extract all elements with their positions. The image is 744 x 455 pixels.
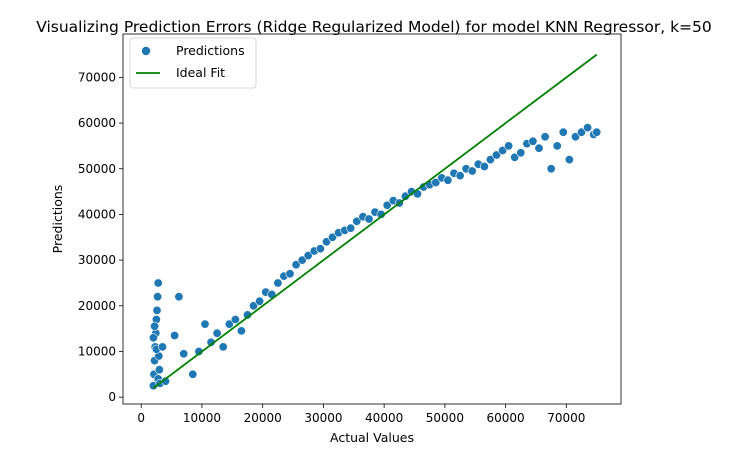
- scatter-point: [510, 152, 520, 162]
- scatter-point: [382, 200, 392, 210]
- scatter-point: [212, 328, 222, 338]
- scatter-point: [516, 148, 526, 158]
- y-tick-label: 20000: [78, 299, 116, 313]
- scatter-point: [255, 296, 265, 306]
- scatter-point: [200, 319, 210, 329]
- x-axis-ticks: 0 10000 20000 30000 40000 50000 60000 70000: [137, 404, 585, 425]
- scatter-point: [297, 255, 307, 265]
- scatter-point: [158, 342, 168, 352]
- x-tick-label: 20000: [244, 411, 282, 425]
- ideal-fit-line: [152, 53, 598, 389]
- scatter-point: [546, 164, 556, 174]
- scatter-point: [364, 214, 374, 224]
- y-tick-label: 70000: [78, 70, 116, 84]
- y-tick-label: 50000: [78, 162, 116, 176]
- scatter-point: [528, 136, 538, 146]
- scatter-point: [154, 365, 164, 375]
- scatter-point: [249, 301, 259, 311]
- scatter-point: [188, 369, 198, 379]
- scatter-point: [534, 143, 544, 153]
- scatter-point: [291, 260, 301, 270]
- scatter-point: [327, 232, 337, 242]
- scatter-point: [179, 349, 189, 359]
- scatter-points: [148, 123, 602, 391]
- scatter-point: [552, 141, 562, 151]
- scatter-point: [153, 278, 163, 288]
- y-axis-ticks: 0 10000 20000 30000 40000 50000 60000 70000: [78, 70, 123, 404]
- legend-box: [129, 37, 257, 89]
- x-tick-label: 30000: [304, 411, 342, 425]
- plot-frame: [122, 33, 622, 405]
- scatter-point: [170, 330, 180, 340]
- x-tick-label: 40000: [365, 411, 403, 425]
- scatter-point: [303, 251, 313, 261]
- x-tick-label: 50000: [426, 411, 464, 425]
- legend-label-predictions: Predictions: [176, 43, 245, 58]
- scatter-point: [540, 132, 550, 142]
- scatter-point: [150, 321, 160, 331]
- scatter-point: [352, 216, 362, 226]
- scatter-point: [346, 223, 356, 233]
- x-tick-label: 70000: [547, 411, 585, 425]
- scatter-point: [491, 150, 501, 160]
- scatter-point: [431, 178, 441, 188]
- scatter-point: [148, 333, 158, 343]
- legend: Predictions Ideal Fit: [129, 37, 257, 89]
- scatter-point: [564, 155, 574, 165]
- y-tick-label: 0: [108, 390, 116, 404]
- legend-marker-predictions: [141, 46, 151, 56]
- legend-label-ideal-fit: Ideal Fit: [176, 65, 225, 80]
- x-axis-label: Actual Values: [330, 430, 414, 445]
- scatter-point: [583, 123, 593, 133]
- scatter-point: [455, 171, 465, 181]
- y-tick-label: 10000: [78, 344, 116, 358]
- x-tick-label: 60000: [487, 411, 525, 425]
- y-axis-label: Predictions: [50, 185, 65, 254]
- scatter-point: [504, 141, 514, 151]
- scatter-point: [321, 237, 331, 247]
- scatter-point: [174, 292, 184, 302]
- scatter-point: [576, 127, 586, 137]
- x-tick-label: 10000: [183, 411, 221, 425]
- scatter-point: [218, 342, 228, 352]
- scatter-point: [230, 314, 240, 324]
- y-tick-label: 60000: [78, 116, 116, 130]
- scatter-point: [558, 127, 568, 137]
- x-tick-label: 0: [137, 411, 145, 425]
- scatter-point: [285, 269, 295, 279]
- chart-title: Visualizing Prediction Errors (Ridge Reg…: [36, 18, 712, 36]
- scatter-point: [570, 132, 580, 142]
- scatter-point: [467, 166, 477, 176]
- scatter-point: [224, 319, 234, 329]
- y-tick-label: 40000: [78, 207, 116, 221]
- scatter-point: [592, 127, 602, 137]
- scatter-point: [236, 326, 246, 336]
- scatter-point: [315, 244, 325, 254]
- scatter-point: [152, 305, 162, 315]
- scatter-point: [443, 175, 453, 185]
- scatter-point: [498, 146, 508, 156]
- scatter-point: [485, 155, 495, 165]
- y-tick-label: 30000: [78, 253, 116, 267]
- scatter-point: [479, 162, 489, 172]
- ideal-fit-line-layer: [152, 53, 598, 389]
- scatter-point: [273, 278, 283, 288]
- scatter-point: [153, 292, 163, 302]
